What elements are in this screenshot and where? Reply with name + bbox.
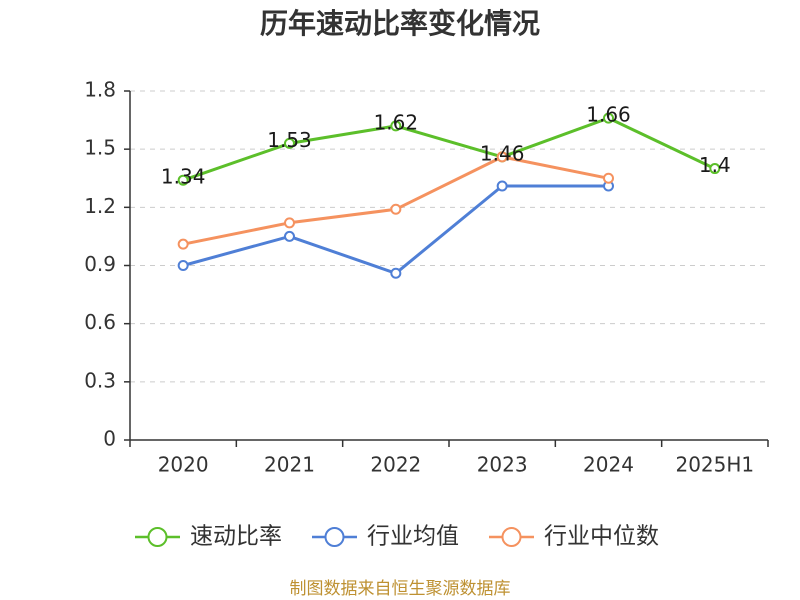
x-tick-label: 2022 xyxy=(370,453,421,477)
series-2-point xyxy=(284,230,295,242)
series-3-line xyxy=(181,155,610,246)
series-1-point xyxy=(390,120,402,132)
gridlines xyxy=(130,90,768,383)
series-1-point xyxy=(709,163,721,175)
y-tick-label: 0.6 xyxy=(84,310,116,334)
y-tick-label: 1.8 xyxy=(84,78,116,102)
y-tick-label: 0 xyxy=(103,427,116,451)
series-3-point xyxy=(390,203,402,215)
y-tick-label: 1.2 xyxy=(84,194,116,218)
series-1-data-label: 1.62 xyxy=(374,110,419,134)
series-1-data-label: 1.53 xyxy=(267,128,312,152)
y-tick-label: 1.5 xyxy=(84,136,116,160)
series-1-data-label: 1.34 xyxy=(161,165,206,189)
series-1-line xyxy=(181,116,717,182)
series-3 xyxy=(177,151,614,250)
series-1 xyxy=(177,112,721,186)
series-2-point xyxy=(496,180,508,192)
series-1-data-label: 1.4 xyxy=(699,153,731,177)
y-tick-label: 0.9 xyxy=(84,252,116,276)
legend-circle-icon xyxy=(324,527,345,547)
series-3-point xyxy=(496,151,508,163)
series-3-point xyxy=(284,217,295,229)
series-2-line xyxy=(181,184,610,275)
chart-title: 历年速动比率变化情况 xyxy=(260,7,540,40)
x-tick-label: 2023 xyxy=(477,453,528,477)
legend-circle-icon xyxy=(501,527,522,547)
legend-circle-icon xyxy=(147,527,168,547)
y-tick-label: 0.3 xyxy=(84,368,116,392)
legend-label: 行业中位数 xyxy=(544,524,659,550)
series-1-point xyxy=(177,174,189,186)
series-1-point xyxy=(284,137,295,149)
legend-item-series-3[interactable]: 行业中位数 xyxy=(489,524,659,550)
legend-label: 速动比率 xyxy=(190,524,282,550)
series-2-point xyxy=(390,267,402,279)
series-1-point xyxy=(603,112,614,124)
legend: 速动比率 行业均值 行业中位数 xyxy=(135,524,659,550)
series-1-data-label: 1.66 xyxy=(586,103,631,127)
x-tick-label: 2025H1 xyxy=(675,453,754,477)
x-tick-label: 2021 xyxy=(264,453,315,477)
series-1-data-label: 1.46 xyxy=(480,141,525,165)
legend-item-series-1[interactable]: 速动比率 xyxy=(135,524,282,550)
legend-item-series-2[interactable]: 行业均值 xyxy=(312,524,459,550)
x-tick-label: 2020 xyxy=(158,453,209,477)
series-2-point xyxy=(177,260,189,271)
series-layer xyxy=(177,112,721,279)
series-2 xyxy=(177,180,614,279)
axes: 0 0.3 0.6 0.9 1.2 1.5 1.8 2020 2021 2022 2023 2024 2… xyxy=(84,78,769,477)
series-3-point xyxy=(603,172,614,184)
data-labels: 1.34 1.53 1.62 1.46 1.66 1.4 xyxy=(161,103,731,189)
legend-label: 行业均值 xyxy=(367,524,459,550)
source-note: 制图数据来自恒生聚源数据库 xyxy=(290,579,511,599)
x-tick-label: 2024 xyxy=(583,453,634,477)
series-3-point xyxy=(177,238,189,250)
